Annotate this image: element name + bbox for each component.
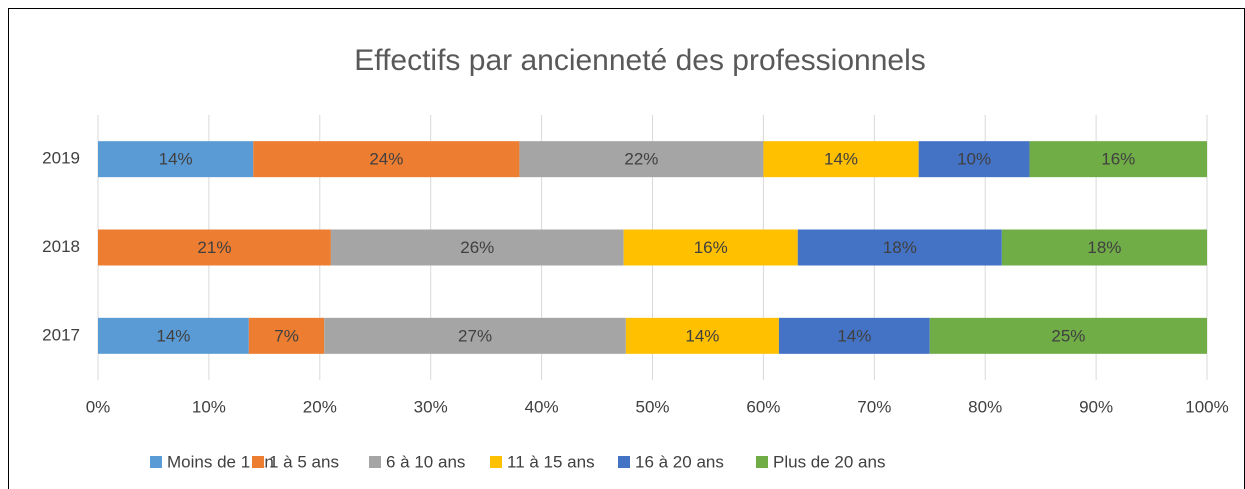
x-tick-label: 90%: [1079, 397, 1113, 416]
data-label: 14%: [159, 150, 193, 169]
bar-segment: [324, 317, 626, 354]
bar-segment: [797, 229, 1002, 266]
data-label: 26%: [460, 238, 494, 257]
y-tick-label: 2018: [42, 237, 80, 256]
data-label: 24%: [369, 150, 403, 169]
legend-label: 16 à 20 ans: [635, 452, 724, 471]
data-label: 27%: [458, 326, 492, 345]
bar-segment: [625, 317, 779, 354]
bar-segment: [1029, 141, 1207, 178]
x-tick-label: 100%: [1185, 397, 1228, 416]
y-tick-label: 2019: [42, 149, 80, 168]
data-label: 14%: [685, 326, 719, 345]
legend-swatch: [490, 456, 502, 468]
data-label: 14%: [156, 326, 190, 345]
x-tick-label: 30%: [414, 397, 448, 416]
data-label: 21%: [197, 238, 231, 257]
legend-label: 1 à 5 ans: [269, 452, 339, 471]
bar-segment: [1001, 229, 1207, 266]
legend-swatch: [252, 456, 264, 468]
chart-title: Effectifs par ancienneté des professionn…: [354, 44, 925, 77]
data-label: 18%: [1087, 238, 1121, 257]
data-label: 16%: [694, 238, 728, 257]
x-tick-label: 70%: [857, 397, 891, 416]
y-tick-label: 2017: [42, 325, 80, 344]
data-label: 7%: [274, 326, 299, 345]
bar-segment: [918, 141, 1030, 178]
legend-label: 6 à 10 ans: [386, 452, 465, 471]
data-label: 18%: [883, 238, 917, 257]
data-label: 10%: [957, 150, 991, 169]
data-label: 14%: [837, 326, 871, 345]
x-tick-label: 40%: [525, 397, 559, 416]
legend-swatch: [618, 456, 630, 468]
x-tick-label: 60%: [746, 397, 780, 416]
legend-swatch: [369, 456, 381, 468]
data-label: 22%: [624, 150, 658, 169]
legend-swatch: [150, 456, 162, 468]
x-tick-label: 20%: [303, 397, 337, 416]
data-label: 14%: [824, 150, 858, 169]
bar-segment: [623, 229, 798, 266]
bar-segment: [929, 317, 1207, 354]
legend-label: 11 à 15 ans: [507, 452, 595, 471]
bar-segment: [253, 141, 520, 178]
data-label: 25%: [1051, 326, 1085, 345]
legend-label: Plus de 20 ans: [773, 452, 885, 471]
bar-segment: [763, 141, 919, 178]
legend-label: Moins de 1 an: [167, 452, 274, 471]
x-tick-label: 0%: [86, 397, 111, 416]
bar-segment: [98, 317, 249, 354]
bar-segment: [778, 317, 930, 354]
x-tick-label: 80%: [968, 397, 1002, 416]
legend-swatch: [756, 456, 768, 468]
bar-segment: [98, 229, 331, 266]
x-tick-label: 50%: [635, 397, 669, 416]
bar-segment: [330, 229, 624, 266]
data-label: 16%: [1101, 150, 1135, 169]
bar-segment: [248, 317, 325, 354]
x-tick-label: 10%: [192, 397, 226, 416]
bar-segment: [98, 141, 254, 178]
bar-segment: [519, 141, 764, 178]
